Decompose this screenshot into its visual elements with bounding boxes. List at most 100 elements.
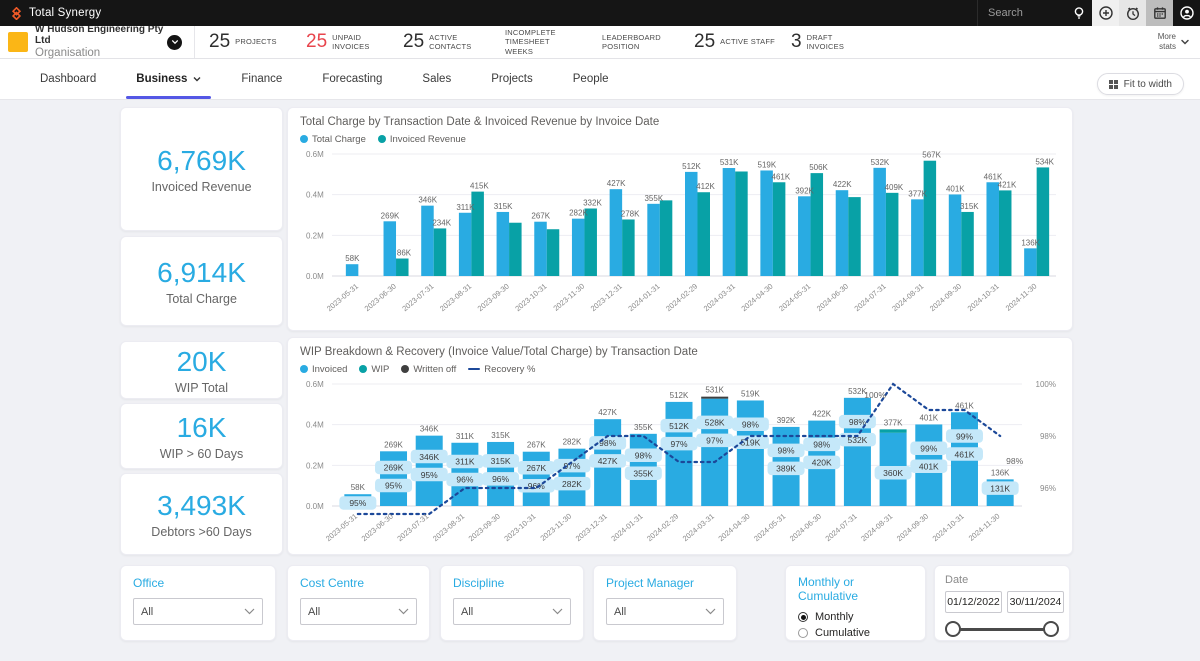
invoiced-bar[interactable] — [522, 451, 550, 506]
header-stat-incomplete-timesheet-weeks[interactable]: INCOMPLETE TIMESHEET WEEKS — [500, 28, 597, 56]
header-stat-leaderboard-position[interactable]: LEADERBOARD POSITION — [597, 33, 694, 52]
invoiced-revenue-bar[interactable] — [735, 171, 748, 276]
recovery-line[interactable] — [356, 382, 1002, 516]
brand[interactable]: Total Synergy — [0, 6, 101, 20]
filter-title: Discipline — [453, 576, 505, 590]
total-charge-bar[interactable] — [948, 194, 962, 276]
total-charge-bar[interactable] — [458, 212, 472, 276]
header-stat-active-staff[interactable]: 25 ACTIVE STAFF — [694, 31, 791, 53]
kpi-wip-total[interactable]: 20K WIP Total — [120, 341, 283, 399]
invoiced-revenue-bar[interactable] — [509, 222, 522, 276]
fit-to-width-button[interactable]: Fit to width — [1096, 73, 1184, 95]
tab-projects[interactable]: Projects — [491, 72, 533, 85]
radio-selected-icon[interactable] — [798, 612, 808, 622]
bar-badge-label: 267K — [526, 463, 546, 473]
total-charge-bar[interactable] — [986, 182, 999, 276]
wip-bar[interactable] — [879, 429, 907, 433]
x-axis-tick: 2023-06-30 — [363, 282, 398, 314]
idea-icon[interactable] — [1065, 0, 1092, 26]
invoiced-bar[interactable] — [665, 401, 693, 506]
account-icon[interactable] — [1173, 0, 1200, 26]
total-charge-bar[interactable] — [383, 221, 397, 276]
add-icon[interactable] — [1092, 0, 1119, 26]
total-charge-bar[interactable] — [571, 218, 585, 276]
invoiced-revenue-bar[interactable] — [622, 219, 635, 276]
more-stats-button[interactable]: More stats — [1150, 32, 1190, 52]
total-charge-bar[interactable] — [685, 171, 698, 276]
total-charge-bar[interactable] — [835, 190, 849, 276]
invoiced-revenue-bar[interactable] — [433, 228, 447, 276]
invoiced-revenue-bar[interactable] — [584, 208, 597, 276]
search-input[interactable]: Search — [977, 0, 1084, 26]
total-charge-bar[interactable] — [496, 211, 510, 276]
radio-unselected-icon[interactable] — [798, 628, 808, 638]
kpi-total-charge[interactable]: 6,914K Total Charge — [120, 236, 283, 326]
x-axis-tick: 2023-12-31 — [574, 512, 609, 544]
filter-dropdown-discipline[interactable]: All — [453, 598, 571, 625]
total-charge-chart-card: Total Charge by Transaction Date & Invoi… — [287, 107, 1073, 331]
stat-label: UNPAID INVOICES — [332, 32, 370, 51]
filter-dropdown-office[interactable]: All — [133, 598, 263, 625]
total-charge-bar[interactable] — [345, 264, 359, 276]
line-label: 98% — [1006, 456, 1023, 466]
org-switcher-button[interactable] — [167, 34, 182, 50]
kpi-invoiced-revenue[interactable]: 6,769K Invoiced Revenue — [120, 107, 283, 231]
total-charge-bar[interactable] — [421, 205, 434, 276]
calendar-icon[interactable] — [1146, 0, 1173, 26]
invoiced-revenue-bar[interactable] — [396, 258, 409, 276]
bar-badge — [482, 472, 520, 486]
header-stat-unpaid-invoices[interactable]: 25 UNPAID INVOICES — [306, 31, 403, 53]
tab-dashboard[interactable]: Dashboard — [40, 72, 97, 85]
tab-sales[interactable]: Sales — [422, 72, 452, 85]
invoiced-revenue-bar[interactable] — [885, 192, 899, 276]
invoiced-bar[interactable] — [736, 400, 764, 506]
total-charge-bar[interactable] — [873, 167, 886, 276]
total-charge-bar[interactable] — [911, 199, 924, 276]
invoiced-revenue-bar[interactable] — [961, 211, 974, 276]
written-off-bar[interactable] — [701, 396, 729, 399]
radio-option-cumulative[interactable]: Cumulative — [798, 627, 913, 639]
total-charge-bar[interactable] — [722, 168, 736, 276]
total-charge-bar[interactable] — [534, 221, 547, 276]
invoiced-revenue-bar[interactable] — [1036, 167, 1050, 276]
date-from-input[interactable] — [945, 591, 1002, 613]
tab-finance[interactable]: Finance — [241, 72, 283, 85]
tab-forecasting[interactable]: Forecasting — [322, 72, 383, 85]
tab-business[interactable]: Business — [116, 58, 221, 99]
header-stat-active-contacts[interactable]: 25 ACTIVE CONTACTS — [403, 31, 500, 53]
invoiced-revenue-bar[interactable] — [772, 182, 786, 276]
total-charge-bar[interactable] — [798, 196, 811, 276]
radio-option-monthly[interactable]: Monthly — [798, 611, 913, 623]
invoiced-revenue-bar[interactable] — [659, 200, 673, 276]
alarm-icon[interactable] — [1119, 0, 1146, 26]
invoiced-revenue-bar[interactable] — [923, 160, 937, 276]
invoiced-revenue-bar[interactable] — [546, 229, 560, 276]
total-charge-bar[interactable] — [609, 189, 623, 276]
invoiced-revenue-bar[interactable] — [848, 197, 861, 276]
tab-people[interactable]: People — [572, 72, 609, 85]
invoiced-bar[interactable] — [701, 398, 729, 506]
invoiced-revenue-bar[interactable] — [697, 192, 711, 276]
header-stat-draft-invoices[interactable]: 3 DRAFT INVOICES — [791, 31, 888, 53]
slider-handle-end[interactable] — [1043, 621, 1059, 637]
filter-dropdown-cost-centre[interactable]: All — [300, 598, 417, 625]
total-charge-bar[interactable] — [647, 203, 660, 276]
bar-badge-label: 528K — [705, 418, 725, 428]
filter-dropdown-project-manager[interactable]: All — [606, 598, 724, 625]
invoiced-bar[interactable] — [380, 451, 408, 506]
invoiced-revenue-bar[interactable] — [998, 190, 1012, 276]
bar-value-label: 534K — [1035, 157, 1054, 166]
org-avatar[interactable] — [8, 32, 28, 52]
total-charge-bar[interactable] — [1024, 248, 1037, 276]
invoiced-bar[interactable] — [843, 397, 871, 506]
header-stat-projects[interactable]: 25 PROJECTS — [209, 31, 306, 53]
slider-handle-start[interactable] — [945, 621, 961, 637]
date-to-input[interactable] — [1007, 591, 1064, 613]
x-axis-tick: 2024-04-30 — [739, 282, 774, 314]
invoiced-revenue-bar[interactable] — [810, 173, 824, 276]
slider-track[interactable] — [953, 628, 1051, 631]
total-charge-bar[interactable] — [760, 170, 773, 276]
kpi-debtors-60-days[interactable]: 3,493K Debtors >60 Days — [120, 473, 283, 555]
invoiced-revenue-bar[interactable] — [471, 191, 484, 276]
kpi-wip-60-days[interactable]: 16K WIP > 60 Days — [120, 403, 283, 469]
